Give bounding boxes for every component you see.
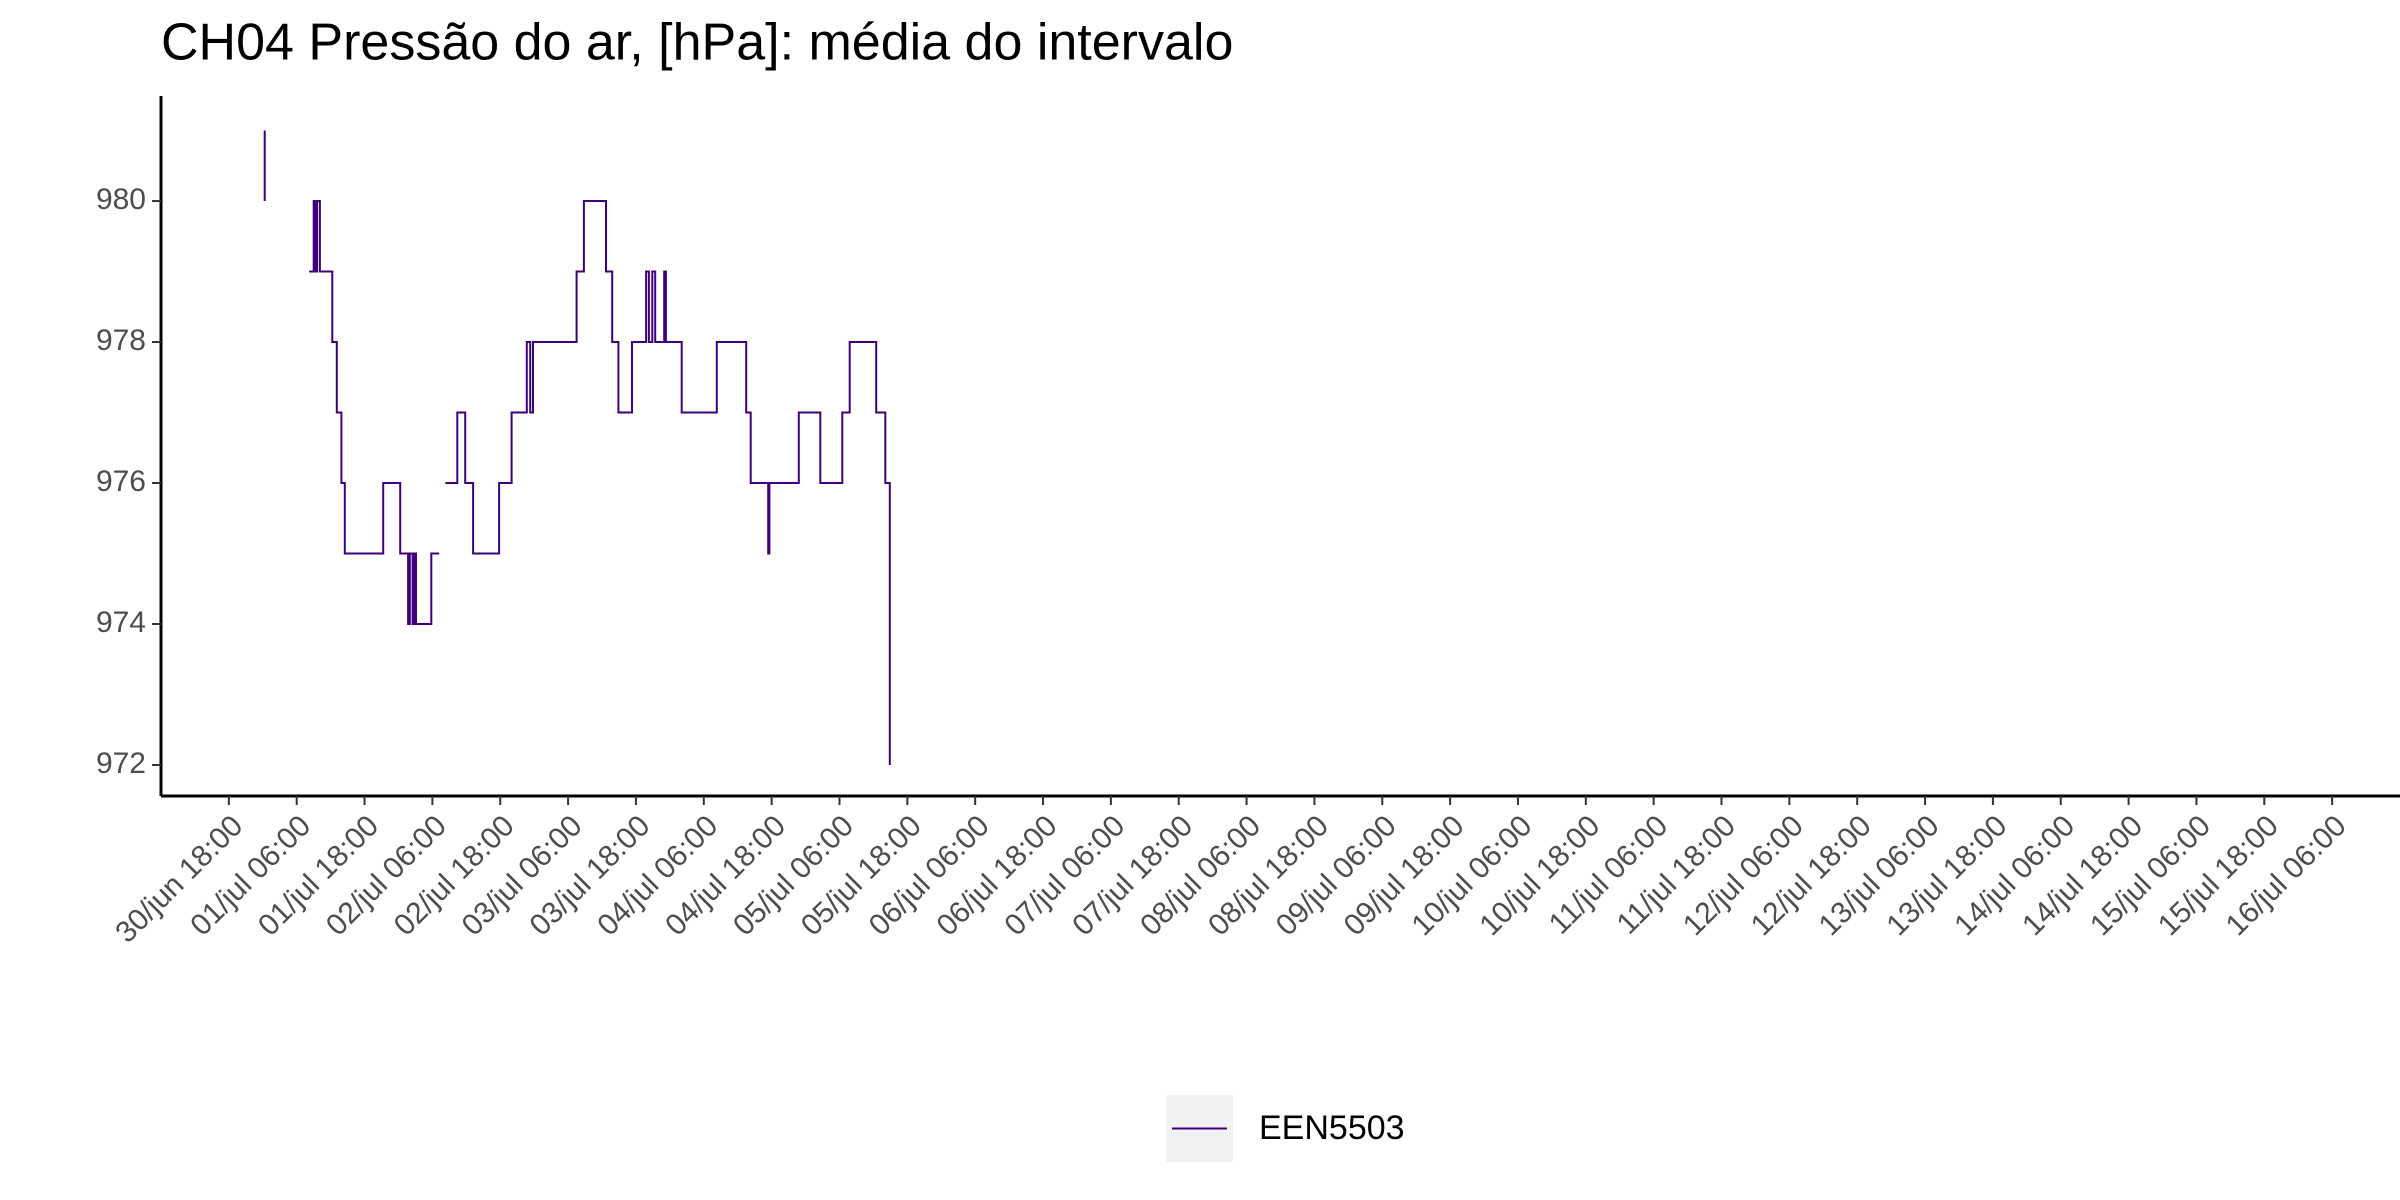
data-line (445, 200, 891, 765)
y-tick-label: 974 (96, 606, 146, 639)
y-tick-label: 972 (96, 747, 146, 780)
y-tick-label: 976 (96, 465, 146, 498)
data-line (309, 200, 440, 625)
chart-title: CH04 Pressão do ar, [hPa]: média do inte… (161, 14, 1233, 72)
y-tick-label: 980 (96, 183, 146, 216)
legend: EEN5503 (1166, 1095, 1405, 1162)
y-tick-label: 978 (96, 324, 146, 357)
legend-label: EEN5503 (1259, 1109, 1405, 1147)
